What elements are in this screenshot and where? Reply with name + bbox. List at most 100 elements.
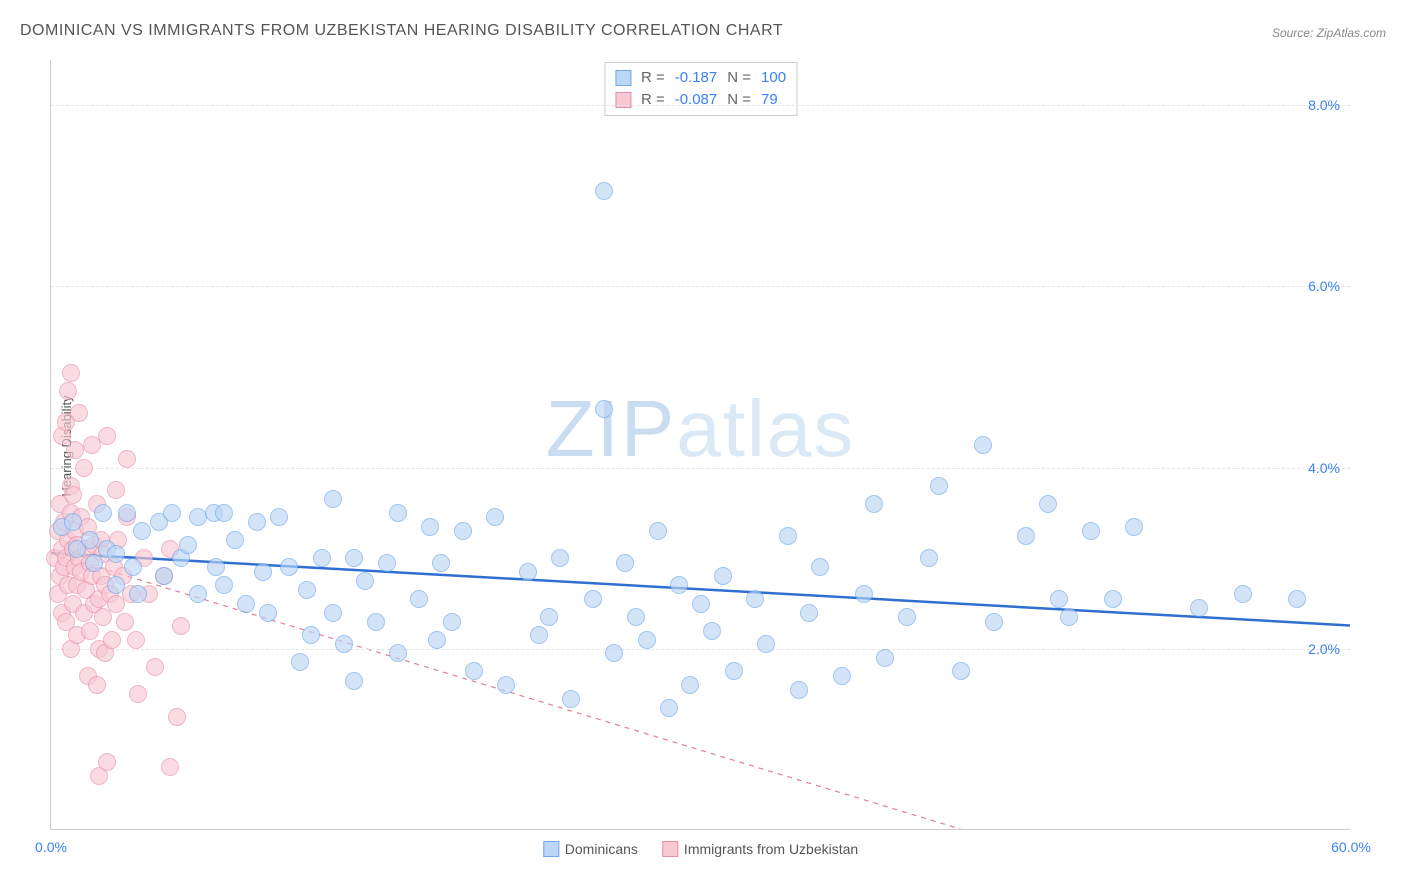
- scatter-point: [259, 604, 277, 622]
- scatter-point: [465, 662, 483, 680]
- scatter-point: [270, 508, 288, 526]
- scatter-point: [876, 649, 894, 667]
- scatter-point: [64, 513, 82, 531]
- n-label-2: N =: [727, 89, 751, 111]
- scatter-point: [207, 558, 225, 576]
- scatter-point: [551, 549, 569, 567]
- y-tick-label: 6.0%: [1308, 278, 1340, 294]
- scatter-point: [59, 382, 77, 400]
- scatter-point: [703, 622, 721, 640]
- watermark-zip: ZIP: [546, 384, 676, 473]
- scatter-point: [248, 513, 266, 531]
- correlation-legend: R = -0.187 N = 100 R = -0.087 N = 79: [604, 62, 797, 116]
- scatter-point: [98, 427, 116, 445]
- trend-lines: [51, 60, 1350, 829]
- scatter-point: [389, 504, 407, 522]
- scatter-point: [725, 662, 743, 680]
- scatter-point: [519, 563, 537, 581]
- scatter-point: [714, 567, 732, 585]
- chart-title: DOMINICAN VS IMMIGRANTS FROM UZBEKISTAN …: [20, 22, 783, 40]
- scatter-point: [930, 477, 948, 495]
- scatter-point: [168, 708, 186, 726]
- scatter-point: [118, 450, 136, 468]
- scatter-point: [985, 613, 1003, 631]
- scatter-point: [692, 595, 710, 613]
- scatter-point: [1060, 608, 1078, 626]
- scatter-point: [345, 549, 363, 567]
- scatter-point: [1288, 590, 1306, 608]
- scatter-point: [790, 681, 808, 699]
- scatter-point: [595, 400, 613, 418]
- legend-row-2: R = -0.087 N = 79: [615, 89, 786, 111]
- scatter-point: [124, 558, 142, 576]
- scatter-point: [324, 490, 342, 508]
- y-tick-label: 4.0%: [1308, 460, 1340, 476]
- scatter-point: [64, 486, 82, 504]
- scatter-point: [660, 699, 678, 717]
- scatter-point: [356, 572, 374, 590]
- scatter-point: [616, 554, 634, 572]
- gridline: [51, 649, 1350, 650]
- scatter-point: [497, 676, 515, 694]
- r-label-1: R =: [641, 67, 665, 89]
- scatter-point: [974, 436, 992, 454]
- scatter-point: [595, 182, 613, 200]
- series-swatch-2: [662, 841, 678, 857]
- scatter-point: [85, 554, 103, 572]
- scatter-point: [649, 522, 667, 540]
- scatter-point: [378, 554, 396, 572]
- scatter-point: [189, 585, 207, 603]
- scatter-point: [681, 676, 699, 694]
- scatter-point: [454, 522, 472, 540]
- r-value-2: -0.087: [675, 89, 718, 111]
- scatter-point: [280, 558, 298, 576]
- scatter-point: [811, 558, 829, 576]
- y-tick-label: 8.0%: [1308, 97, 1340, 113]
- scatter-point: [443, 613, 461, 631]
- watermark: ZIPatlas: [546, 383, 855, 475]
- scatter-point: [62, 364, 80, 382]
- scatter-point: [81, 531, 99, 549]
- scatter-point: [215, 504, 233, 522]
- scatter-point: [298, 581, 316, 599]
- r-value-1: -0.187: [675, 67, 718, 89]
- series-legend-item-2: Immigrants from Uzbekistan: [662, 841, 858, 857]
- source-label: Source: ZipAtlas.com: [1272, 26, 1386, 40]
- scatter-point: [584, 590, 602, 608]
- legend-row-1: R = -0.187 N = 100: [615, 67, 786, 89]
- scatter-point: [335, 635, 353, 653]
- scatter-point: [70, 404, 88, 422]
- scatter-point: [627, 608, 645, 626]
- trend-line: [51, 553, 1350, 625]
- n-value-2: 79: [761, 89, 778, 111]
- scatter-point: [1039, 495, 1057, 513]
- scatter-point: [133, 522, 151, 540]
- scatter-point: [421, 518, 439, 536]
- scatter-point: [367, 613, 385, 631]
- scatter-point: [127, 631, 145, 649]
- scatter-point: [898, 608, 916, 626]
- scatter-point: [313, 549, 331, 567]
- scatter-point: [226, 531, 244, 549]
- scatter-point: [302, 626, 320, 644]
- scatter-point: [779, 527, 797, 545]
- scatter-point: [1125, 518, 1143, 536]
- scatter-point: [855, 585, 873, 603]
- scatter-point: [345, 672, 363, 690]
- scatter-point: [163, 504, 181, 522]
- scatter-point: [118, 504, 136, 522]
- scatter-point: [146, 658, 164, 676]
- scatter-point: [670, 576, 688, 594]
- scatter-point: [530, 626, 548, 644]
- series-swatch-1: [543, 841, 559, 857]
- scatter-point: [865, 495, 883, 513]
- scatter-point: [920, 549, 938, 567]
- scatter-point: [155, 567, 173, 585]
- scatter-point: [486, 508, 504, 526]
- scatter-point: [1082, 522, 1100, 540]
- x-tick-label: 0.0%: [35, 839, 67, 855]
- scatter-point: [952, 662, 970, 680]
- scatter-point: [254, 563, 272, 581]
- watermark-atlas: atlas: [676, 384, 855, 473]
- scatter-point: [638, 631, 656, 649]
